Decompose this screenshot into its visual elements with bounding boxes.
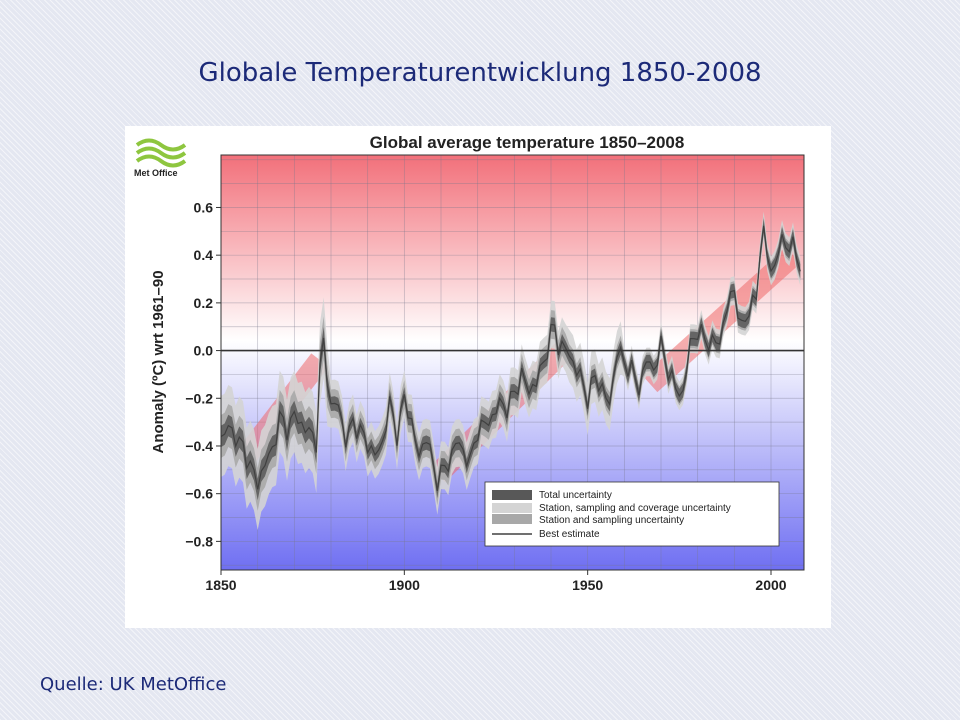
y-tick-label: −0.6	[185, 486, 213, 502]
x-tick-label: 1900	[389, 577, 420, 593]
y-tick-label: −0.2	[185, 390, 213, 406]
legend-label-best: Best estimate	[539, 529, 600, 540]
logo-wave-2	[135, 146, 187, 160]
best-estimate-path	[220, 225, 801, 491]
logo-wave-1	[135, 138, 187, 152]
logo-text: Met Office	[134, 168, 178, 178]
legend-box	[484, 481, 780, 547]
y-tick-label: 0.0	[194, 343, 214, 359]
y-axis-label: Anomaly (ºC) wrt 1961–90	[150, 270, 167, 453]
warm-background	[221, 155, 804, 341]
legend-label-coverage: Station, sampling and coverage uncertain…	[539, 503, 731, 514]
y-tick-label: −0.4	[185, 438, 213, 454]
temperature-chart: Met Office Global average temperature 18…	[134, 133, 805, 593]
slide-title: Globale Temperaturentwicklung 1850-2008	[198, 58, 762, 88]
y-tick-label: 0.6	[194, 199, 214, 215]
uncertainty-bands	[221, 211, 801, 530]
legend: Total uncertainty Station, sampling and …	[484, 481, 780, 547]
plot-frame	[220, 154, 805, 571]
best-estimate-line	[220, 225, 801, 491]
legend-swatch-total	[492, 490, 532, 500]
legend-swatch-coverage	[492, 503, 532, 513]
met-office-logo: Met Office	[134, 138, 187, 178]
x-tick-label: 1850	[205, 577, 236, 593]
logo-wave-3	[135, 154, 187, 168]
legend-label-total: Total uncertainty	[539, 490, 612, 501]
source-note: Quelle: UK MetOffice	[40, 674, 227, 695]
y-tick-label: 0.4	[194, 247, 214, 263]
legend-label-sampling: Station and sampling uncertainty	[539, 515, 684, 526]
legend-swatch-sampling	[492, 514, 532, 524]
x-tick-label: 2000	[755, 577, 786, 593]
y-tick-label: −0.8	[185, 533, 213, 549]
chart-title: Global average temperature 1850–2008	[370, 133, 685, 152]
y-tick-label: 0.2	[194, 295, 214, 311]
x-tick-label: 1950	[572, 577, 603, 593]
axis-ticks: −0.8 −0.6 −0.4 −0.2 0.0 0.2 0.4 0.6 1850 1900 1950…	[185, 199, 786, 593]
chart-figure: Met Office Global average temperature 18…	[125, 126, 831, 628]
